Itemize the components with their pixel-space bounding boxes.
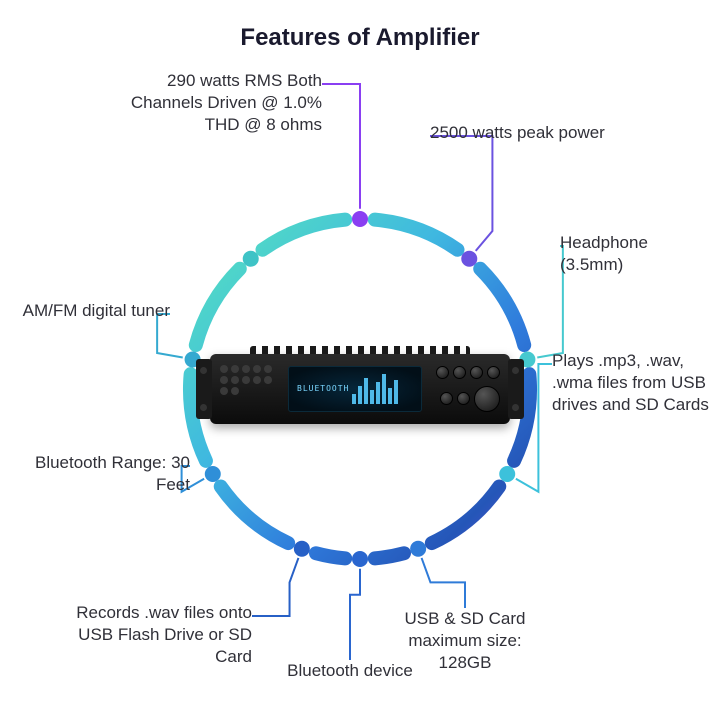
callout-btrange: Bluetooth Range: 30 Feet [20, 452, 190, 496]
rack-ear-right [508, 359, 524, 419]
ring-node [294, 541, 310, 557]
device-button-panel [220, 365, 280, 413]
page-title: Features of Amplifier [0, 24, 720, 52]
callout-rms: 290 watts RMS Both Channels Driven @ 1.0… [112, 70, 322, 136]
feature-ring-stage: BLUETOOTH [100, 129, 620, 649]
ring-node [352, 211, 368, 227]
ring-node [499, 466, 515, 482]
ring-node [410, 541, 426, 557]
callout-peak: 2500 watts peak power [430, 122, 660, 144]
ring-node [205, 466, 221, 482]
ring-node [352, 551, 368, 567]
callout-amfm: AM/FM digital tuner [20, 300, 170, 322]
callout-btdev: Bluetooth device [280, 660, 420, 682]
ring-node [461, 251, 477, 267]
ring-node [243, 251, 259, 267]
device-screen: BLUETOOTH [288, 366, 422, 412]
device-vents [250, 346, 470, 354]
device-knob-panel [430, 365, 500, 413]
callout-headphone: Headphone (3.5mm) [560, 232, 710, 276]
volume-knob [474, 386, 500, 412]
callout-records: Records .wav files onto USB Flash Drive … [52, 602, 252, 668]
screen-text: BLUETOOTH [297, 384, 349, 393]
amplifier-device: BLUETOOTH [210, 354, 510, 424]
callout-plays: Plays .mp3, .wav, .wma files from USB dr… [552, 350, 717, 416]
rack-ear-left [196, 359, 212, 419]
